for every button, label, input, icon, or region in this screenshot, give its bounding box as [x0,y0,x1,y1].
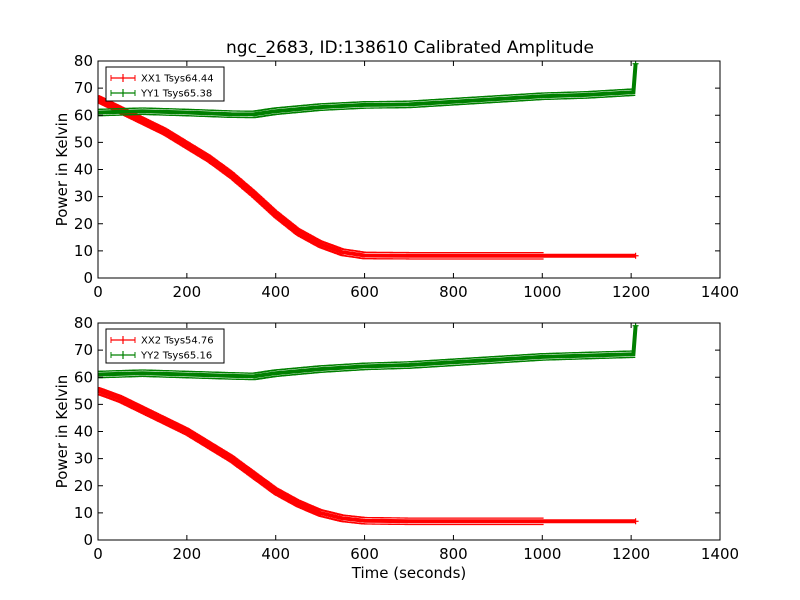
legend-entry: YY1 Tsys65.38 [110,89,212,100]
y-tick-label: 10 [74,242,93,260]
y-tick-label: 0 [83,531,93,549]
legend-label: YY2 Tsys65.16 [140,351,212,362]
x-axis-label: Time (seconds) [351,564,467,582]
y-tick-label: 80 [74,52,93,70]
x-tick-label: 1200 [612,283,650,301]
figure-title: ngc_2683, ID:138610 Calibrated Amplitude [226,38,594,58]
x-tick-label: 1400 [701,283,739,301]
y-tick-label: 60 [74,368,93,386]
top-subplot: 0 200 400 600 800 1000 1200 1400 0 10 20 30 40 50 60 70… [53,52,739,301]
y-tick-label: 70 [74,79,93,97]
y-tick-label: 20 [74,477,93,495]
series-yy1 [98,61,639,119]
bottom-subplot: 0 200 400 600 800 1000 1200 1400 0 10 20 30 40 50 60 70… [53,314,739,582]
legend-entry: XX2 Tsys54.76 [110,336,214,347]
y-tick-label: 60 [74,106,93,124]
series-xx2 [98,386,639,526]
legend-entry: YY2 Tsys65.16 [110,351,212,362]
x-tick-label: 1200 [612,545,650,563]
x-tick-label: 200 [173,545,202,563]
series-xx1 [98,95,639,260]
y-tick-label: 80 [74,314,93,332]
y-tick-label: 70 [74,341,93,359]
x-tick-label: 400 [261,545,290,563]
x-tick-label: 400 [261,283,290,301]
y-tick-label: 0 [83,269,93,287]
x-tick-label: 600 [350,283,379,301]
series-line [98,388,636,524]
y-tick-label: 50 [74,395,93,413]
y-tick-label: 40 [74,161,93,179]
y-tick-label: 20 [74,215,93,233]
x-tick-label: 1000 [523,545,561,563]
y-tick-label: 50 [74,133,93,151]
legend-label: XX2 Tsys54.76 [141,336,214,347]
x-tick-label: 600 [350,545,379,563]
y-tick-label: 10 [74,504,93,522]
x-tick-label: 800 [439,283,468,301]
series-line [98,97,636,258]
legend-label: XX1 Tsys64.44 [141,74,214,85]
legend: XX1 Tsys64.44 YY1 Tsys65.38 [105,66,225,102]
x-tick-label: 0 [93,545,103,563]
legend: XX2 Tsys54.76 YY2 Tsys65.16 [105,328,225,364]
y-tick-label: 40 [74,423,93,441]
series-line [98,63,638,117]
series-line [98,325,638,379]
y-tick-label: 30 [74,450,93,468]
x-tick-label: 1400 [701,545,739,563]
legend-entry: XX1 Tsys64.44 [110,74,214,85]
y-axis-label: Power in Kelvin [53,113,71,227]
x-tick-label: 200 [173,283,202,301]
x-tick-label: 800 [439,545,468,563]
legend-label: YY1 Tsys65.38 [140,89,212,100]
series-yy2 [98,323,639,381]
x-tick-label: 0 [93,283,103,301]
y-tick-label: 30 [74,188,93,206]
x-tick-label: 1000 [523,283,561,301]
y-axis-label: Power in Kelvin [53,375,71,489]
